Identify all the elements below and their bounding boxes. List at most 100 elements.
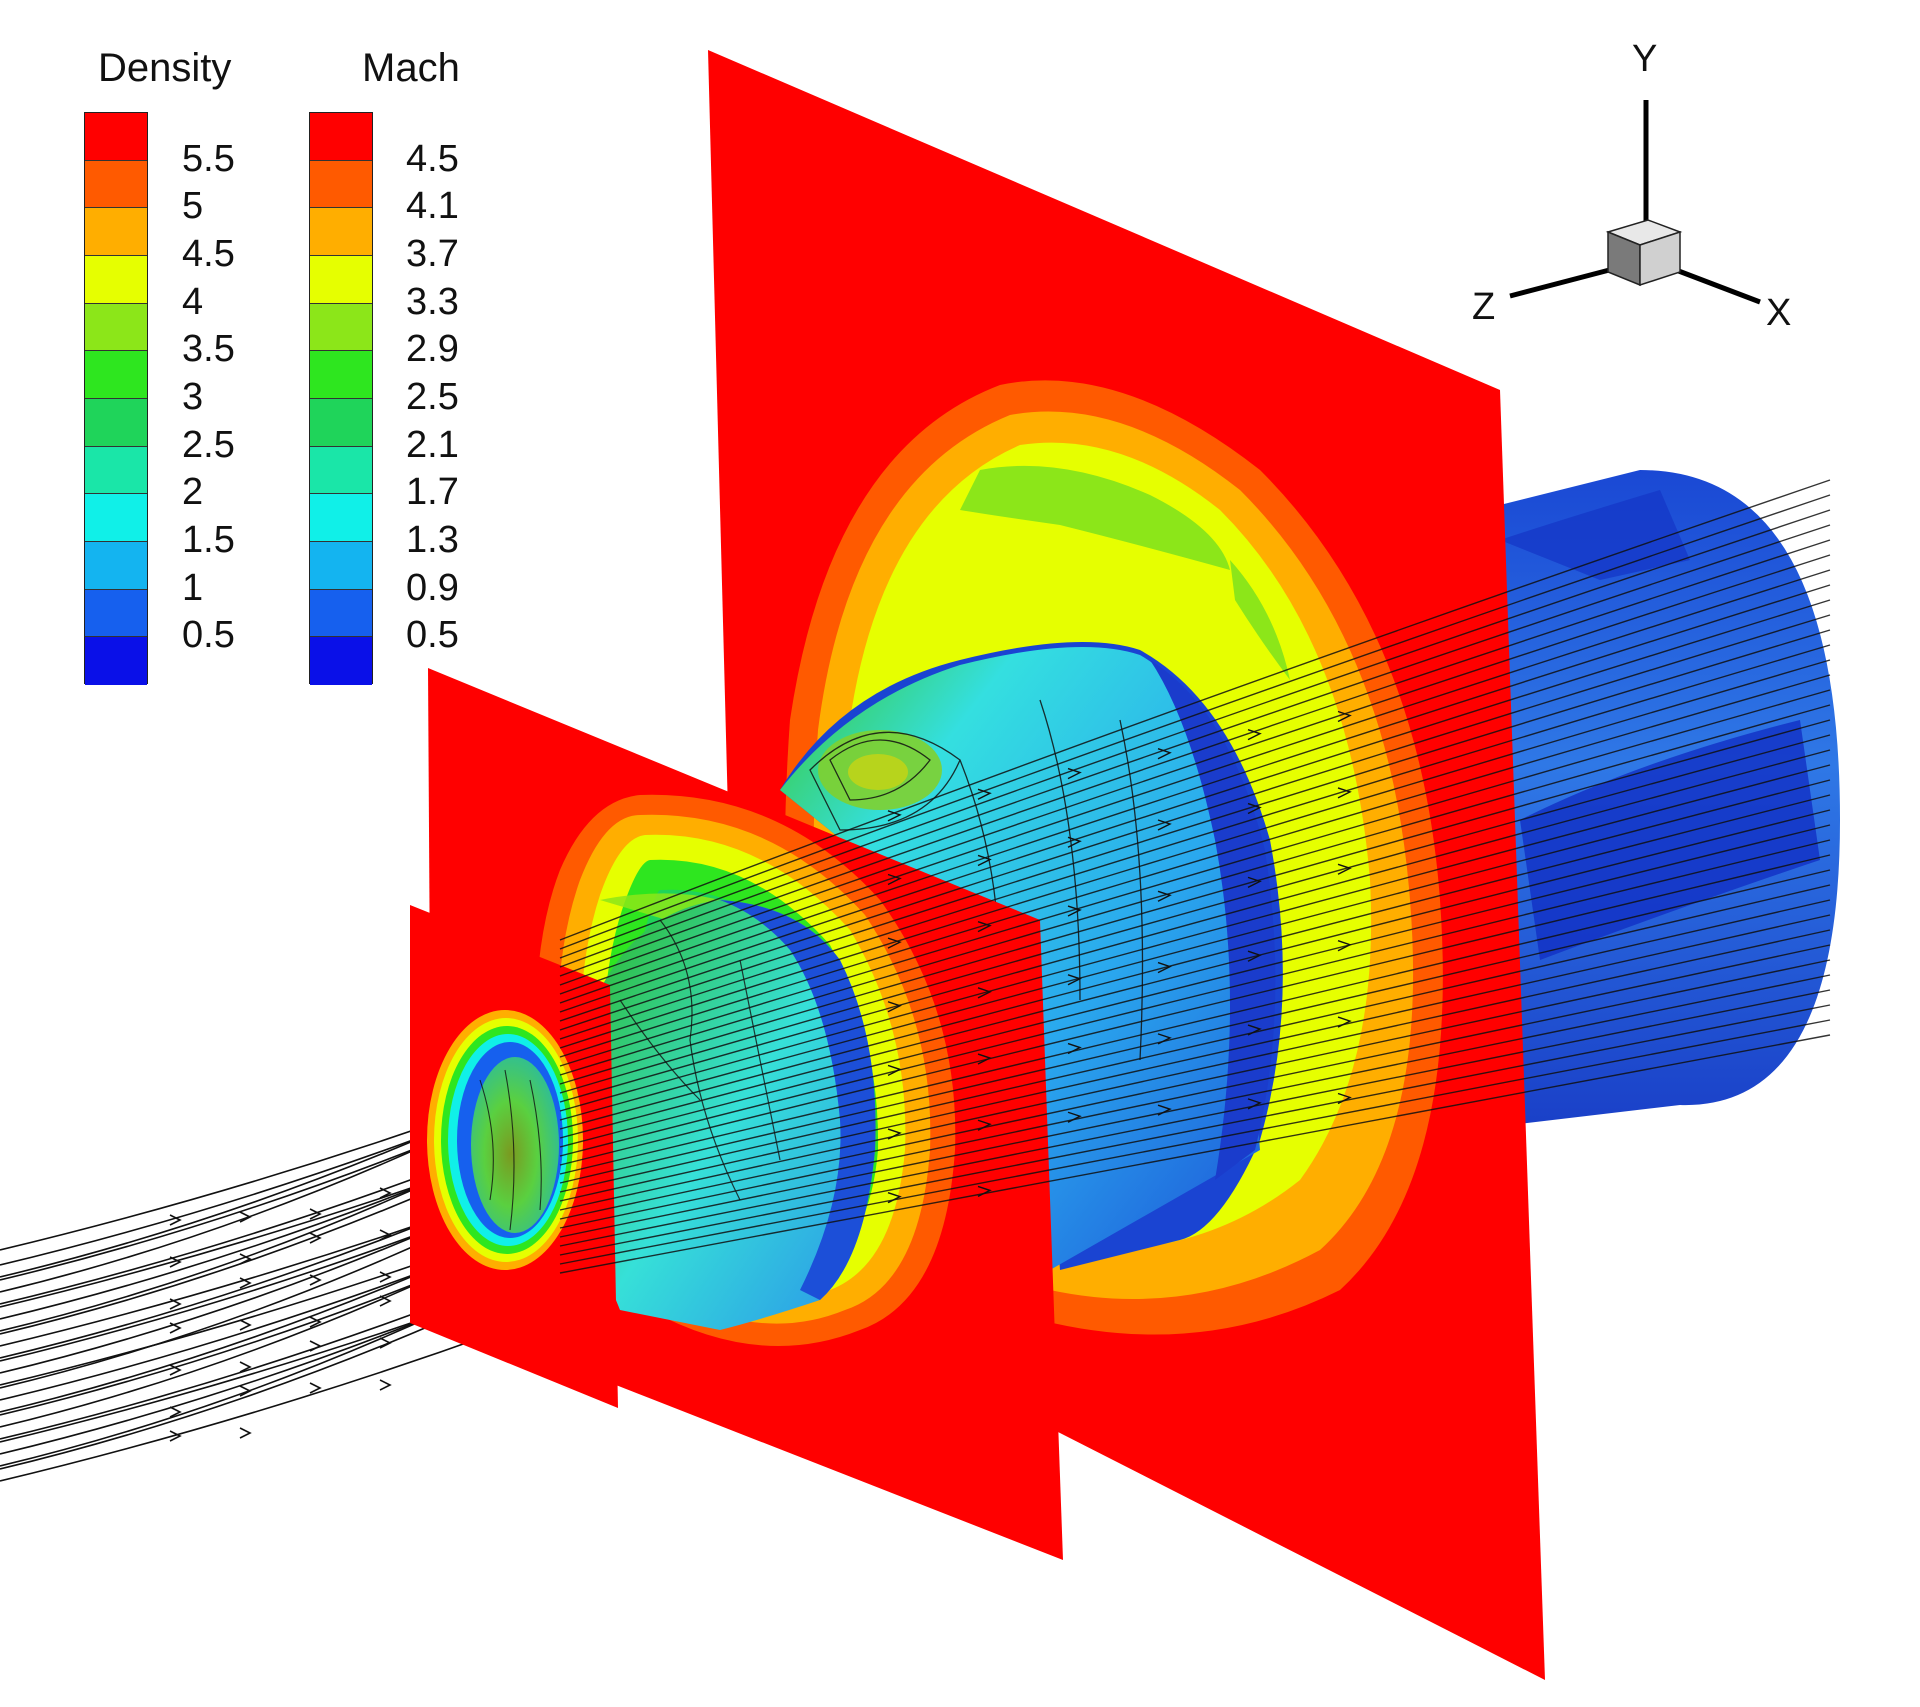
streamline bbox=[559, 854, 1831, 1166]
colorbar-tick-label: 2.1 bbox=[406, 423, 459, 466]
streamline-arrow bbox=[1247, 876, 1262, 888]
streamline-arrow bbox=[887, 810, 902, 822]
streamline-arrow bbox=[1067, 974, 1082, 986]
streamline-arrow bbox=[169, 1406, 182, 1418]
density-colorbar bbox=[84, 112, 148, 685]
streamline-arrow bbox=[169, 1364, 182, 1376]
streamline-arrow bbox=[379, 1271, 392, 1283]
streamline bbox=[559, 944, 1831, 1220]
streamline bbox=[559, 689, 1831, 1067]
jet-surface-middle bbox=[590, 900, 876, 1330]
streamline-arrow bbox=[1067, 1042, 1082, 1055]
colorbar-tick-label: 2.5 bbox=[406, 376, 459, 418]
colorbar-swatch bbox=[85, 255, 147, 304]
colorbar-swatch bbox=[310, 351, 372, 399]
streamline-arrow bbox=[1337, 863, 1352, 875]
colorbar-tick-label: 0.5 bbox=[182, 614, 235, 657]
streamline bbox=[559, 764, 1831, 1112]
colorbar-tick-label: 2.9 bbox=[406, 328, 459, 371]
colorbar-tick-label: 1.5 bbox=[182, 519, 235, 561]
streamline-arrow bbox=[977, 987, 992, 999]
streamline bbox=[559, 659, 1831, 1049]
colorbar-tick-label: 4.5 bbox=[182, 233, 235, 275]
streamline-arrow bbox=[977, 1119, 992, 1131]
streamline-arrow bbox=[1337, 1092, 1352, 1105]
streamline-arrow bbox=[1067, 1111, 1082, 1123]
streamline bbox=[559, 539, 1831, 977]
colorbar-swatch bbox=[85, 351, 147, 399]
streamline-arrow bbox=[1067, 905, 1082, 917]
streamline-arrow bbox=[1247, 802, 1262, 815]
streamline-arrow bbox=[887, 937, 902, 949]
colorbar-swatch bbox=[310, 446, 372, 495]
colorbar-tick-label: 4.1 bbox=[406, 185, 459, 228]
colorbar-swatch bbox=[85, 446, 147, 495]
streamline bbox=[559, 644, 1831, 1040]
colorbar-swatch bbox=[310, 541, 372, 590]
streamline-arrow bbox=[1157, 1104, 1172, 1116]
colorbar-swatch bbox=[85, 208, 147, 256]
streamline-arrow bbox=[239, 1361, 252, 1373]
colorbar-tick-label: 1.3 bbox=[406, 519, 459, 561]
streamline bbox=[559, 914, 1831, 1202]
colorbar-tick-label: 1.7 bbox=[406, 471, 459, 514]
colorbar-swatch bbox=[310, 494, 372, 542]
colorbar-swatch bbox=[310, 208, 372, 256]
streamline-arrow bbox=[1157, 1033, 1172, 1045]
colorbar-swatch bbox=[310, 398, 372, 447]
streamline bbox=[559, 959, 1831, 1229]
streamline bbox=[559, 584, 1831, 1004]
mach-colorbar bbox=[309, 112, 373, 685]
streamline-arrow bbox=[1157, 748, 1172, 760]
streamline-arrow bbox=[1067, 836, 1082, 848]
streamline-arrow bbox=[977, 1185, 992, 1198]
streamline-arrow bbox=[1337, 787, 1352, 799]
colorbar-swatch bbox=[85, 494, 147, 542]
streamline bbox=[559, 494, 1831, 950]
mach-legend-title: Mach bbox=[362, 46, 460, 90]
streamline-arrow bbox=[1247, 1098, 1262, 1110]
streamline bbox=[559, 809, 1831, 1139]
slice-plane-small bbox=[410, 905, 618, 1408]
colorbar-swatch bbox=[310, 637, 372, 685]
colorbar-swatch bbox=[85, 113, 147, 161]
axis-cube bbox=[1605, 219, 1683, 287]
streamline-arrow bbox=[977, 854, 992, 867]
colorbar-tick-label: 3.3 bbox=[406, 280, 459, 323]
colorbar-swatch bbox=[85, 303, 147, 352]
streamline bbox=[559, 974, 1831, 1238]
colorbar-tick-label: 5 bbox=[182, 185, 204, 228]
streamline-arrow bbox=[887, 1064, 902, 1077]
colorbar-tick-label: 0.5 bbox=[406, 614, 459, 657]
colorbar-tick-label: 4.5 bbox=[406, 137, 459, 180]
streamline-arrow bbox=[887, 1001, 902, 1013]
colorbar-swatch bbox=[85, 589, 147, 638]
colorbar-swatch bbox=[310, 113, 372, 161]
streamline bbox=[559, 614, 1831, 1022]
streamline-arrow bbox=[309, 1316, 322, 1328]
streamline bbox=[559, 824, 1831, 1148]
streamline-arrow bbox=[239, 1427, 252, 1439]
streamline bbox=[559, 479, 1831, 941]
colorbar-swatch bbox=[85, 541, 147, 590]
axis-label-y: Y bbox=[1632, 38, 1658, 80]
streamline bbox=[559, 629, 1831, 1031]
colorbar-tick-label: 3.5 bbox=[182, 328, 235, 371]
streamline-arrow bbox=[887, 1128, 902, 1140]
streamline-arrow bbox=[239, 1319, 252, 1331]
streamline-arrow bbox=[977, 788, 992, 800]
streamline-arrow bbox=[309, 1232, 322, 1244]
streamline bbox=[559, 734, 1831, 1094]
colorbar-swatch bbox=[310, 589, 372, 638]
streamline-arrow bbox=[379, 1295, 392, 1307]
streamline bbox=[559, 929, 1831, 1211]
streamline bbox=[559, 704, 1831, 1076]
colorbar-tick-label: 2 bbox=[182, 471, 204, 514]
streamline-arrow bbox=[1247, 729, 1262, 741]
colorbar-tick-label: 5.5 bbox=[182, 137, 235, 180]
streamline-arrow bbox=[977, 1053, 992, 1065]
streamline-arrow bbox=[977, 920, 992, 933]
streamline-arrow bbox=[1067, 767, 1082, 780]
streamline bbox=[559, 779, 1831, 1121]
colorbar-tick-label: 4 bbox=[182, 280, 204, 323]
